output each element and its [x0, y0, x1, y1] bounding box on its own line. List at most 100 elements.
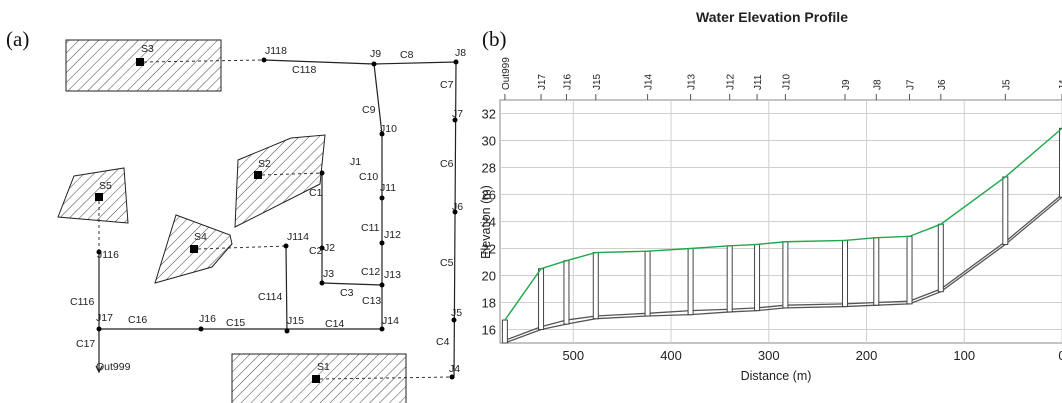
y-tick-label: 28 [482, 161, 496, 176]
svg-text:C1: C1 [309, 187, 323, 199]
svg-text:J116: J116 [97, 249, 119, 261]
manhole-shapes [501, 127, 1062, 344]
subcatchment-s3[interactable]: S3 [65, 39, 222, 92]
manhole-J13 [687, 248, 694, 316]
y-tick-label: 24 [482, 215, 496, 230]
conduit-links [95, 59, 457, 379]
svg-text:C9: C9 [362, 104, 376, 116]
node-name-label: J4 [1058, 79, 1062, 90]
manhole-J8 [873, 237, 880, 306]
node-name-label: J14 [644, 73, 655, 90]
node-name-label: J5 [1001, 79, 1012, 90]
manhole-J5 [1002, 176, 1009, 245]
series-lines [504, 127, 1062, 321]
svg-text:J11: J11 [380, 182, 396, 194]
svg-text:J118: J118 [265, 45, 287, 57]
network-map-panel: (a) S3 S2 S5 S4 S1 [6, 27, 466, 403]
svg-text:Out999: Out999 [96, 361, 131, 373]
svg-text:J12: J12 [384, 229, 401, 241]
conduit-labels: C8 C118 C7 C9 C6 C10 C1 C11 C2 C12 C3 C5… [70, 49, 454, 350]
node-name-label: J9 [841, 79, 852, 90]
node-name-label: Out999 [501, 57, 512, 90]
svg-text:J17: J17 [96, 312, 113, 324]
svg-text:C116: C116 [70, 296, 94, 308]
x-axis-ticks: 500 400 300 200 100 0 [562, 348, 1062, 363]
x-tick-label: 0 [1058, 348, 1062, 363]
x-tick-label: 500 [562, 348, 584, 363]
svg-text:C4: C4 [436, 336, 450, 348]
x-tick-label: 100 [953, 348, 975, 363]
manhole-J17 [538, 268, 545, 330]
y-axis-ticks: 16 18 20 22 24 26 28 30 32 [482, 107, 496, 338]
svg-text:S4: S4 [194, 231, 207, 243]
svg-text:C14: C14 [325, 318, 344, 330]
svg-text:J114: J114 [287, 231, 309, 243]
y-tick-label: 20 [482, 269, 496, 284]
elevation-profile-chart: (b) Water Elevation Profile 16 18 20 22 24 26… [479, 9, 1062, 383]
y-axis-label: Elevation (m) [479, 185, 493, 259]
x-tick-label: 200 [856, 348, 878, 363]
svg-text:S3: S3 [141, 43, 154, 55]
y-tick-label: 18 [482, 296, 496, 311]
subcatchment-s5[interactable]: S5 [57, 167, 129, 224]
svg-text:J2: J2 [324, 242, 335, 254]
y-tick-label: 22 [482, 242, 496, 257]
x-axis-label: Distance (m) [741, 369, 812, 383]
svg-text:J8: J8 [455, 47, 466, 59]
svg-text:C17: C17 [76, 338, 95, 350]
y-tick-label: 26 [482, 188, 496, 203]
manhole-J14 [644, 250, 651, 317]
svg-text:C11: C11 [361, 222, 380, 234]
svg-text:C3: C3 [340, 287, 354, 299]
x-tick-label: 400 [660, 348, 682, 363]
node-name-label: J11 [753, 74, 764, 90]
node-name-label: J7 [906, 79, 917, 90]
svg-text:C13: C13 [362, 295, 381, 307]
svg-text:C12: C12 [361, 266, 380, 278]
water-surface-line [504, 127, 1062, 321]
node-name-label: J13 [687, 73, 698, 90]
svg-text:J13: J13 [384, 269, 401, 281]
node-name-label: J16 [562, 73, 573, 90]
svg-text:C15: C15 [226, 317, 245, 329]
manhole-J6 [937, 223, 944, 293]
svg-text:J5: J5 [451, 307, 462, 319]
node-name-label: J10 [781, 73, 792, 90]
manhole-J7 [906, 235, 913, 305]
node-labels: J118 J9 J8 J10 J7 J1 J11 J6 J12 J2 J114 … [96, 45, 466, 375]
svg-text:C7: C7 [440, 79, 454, 91]
y-tick-label: 32 [482, 107, 496, 122]
svg-text:C6: C6 [440, 158, 454, 170]
subcatchment-s1[interactable]: S1 [231, 353, 407, 403]
svg-text:J3: J3 [323, 268, 334, 280]
svg-text:J4: J4 [449, 363, 460, 375]
panel-a-tag: (a) [6, 27, 29, 51]
svg-text:S5: S5 [99, 180, 112, 192]
svg-text:S2: S2 [258, 158, 271, 170]
node-top-labels: Out999 J17 J16 J15 J14 J13 J12 J11 J10 J9 J8 J7 J6 J5… [501, 57, 1062, 100]
svg-text:C118: C118 [292, 64, 316, 76]
manhole-J4 [1059, 127, 1062, 198]
svg-text:C8: C8 [400, 49, 414, 61]
manhole-J15 [592, 252, 599, 320]
node-name-label: J6 [937, 79, 948, 90]
junction-nodes [96, 57, 459, 380]
node-name-label: J15 [592, 73, 603, 90]
subcatchment-s4[interactable]: S4 [154, 214, 233, 284]
subcatchment-s2[interactable]: S2 [234, 134, 326, 228]
svg-text:C10: C10 [359, 171, 378, 183]
node-name-label: J17 [537, 73, 548, 90]
manhole-J12 [726, 245, 733, 313]
chart-title: Water Elevation Profile [696, 9, 848, 25]
chart-grid [499, 99, 1062, 344]
manhole-J9 [842, 239, 849, 308]
svg-text:J14: J14 [382, 315, 399, 327]
y-tick-label: 30 [482, 134, 496, 149]
svg-text:C16: C16 [128, 314, 147, 326]
svg-text:J10: J10 [380, 123, 397, 135]
svg-text:J9: J9 [370, 48, 381, 60]
y-tick-label: 16 [482, 323, 496, 338]
manhole-J10 [782, 241, 789, 309]
manhole-J16 [563, 260, 570, 325]
svg-text:J15: J15 [287, 315, 304, 327]
